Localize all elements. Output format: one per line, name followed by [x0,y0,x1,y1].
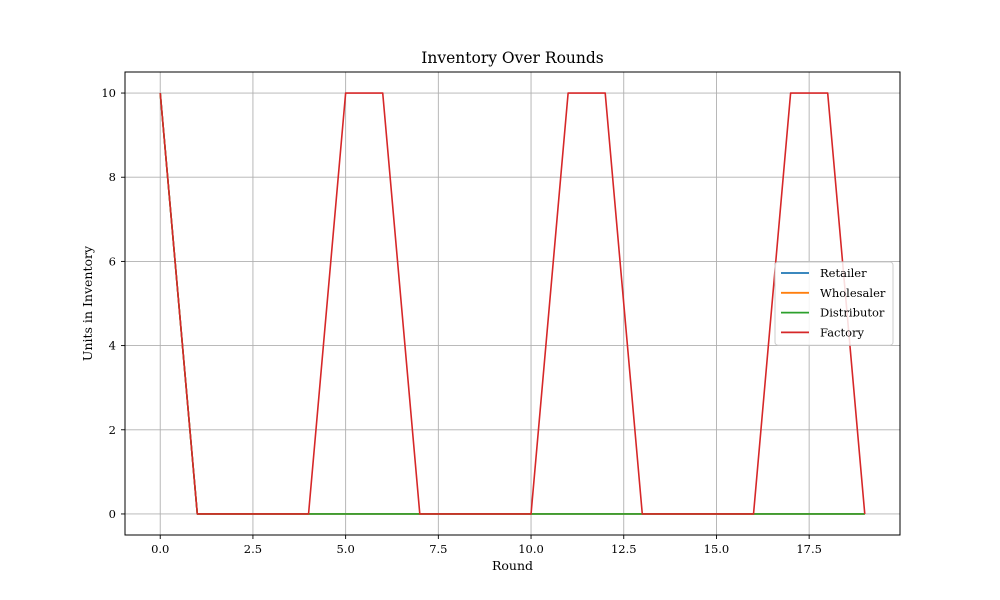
x-tick-label: 15.0 [704,542,730,556]
series-lines [159,92,866,515]
y-tick-label: 10 [101,86,116,100]
y-tick-label: 6 [109,254,116,268]
axis-ticks: 0.0 2.5 5.0 7.5 10.0 12.5 15.0 17.5 0 2 4 6 8 10 [101,86,822,556]
y-tick-label: 2 [109,423,116,437]
y-tick-label: 4 [109,339,116,353]
x-tick-label: 0.0 [151,542,169,556]
y-tick-label: 0 [109,507,116,521]
x-tick-label: 12.5 [611,542,637,556]
x-tick-label: 17.5 [796,542,822,556]
legend-box [774,261,894,346]
legend-label: Distributor [820,306,885,320]
legend: Retailer Wholesaler Distributor Factory [774,261,894,346]
x-axis-label: Round [492,558,533,573]
x-tick-label: 2.5 [244,542,262,556]
plot-frame [124,71,901,536]
legend-label: Retailer [820,266,867,280]
legend-label: Wholesaler [820,286,886,300]
legend-label: Factory [820,325,865,339]
y-axis-label: Units in Inventory [80,245,95,361]
y-tick-label: 8 [109,170,116,184]
x-tick-label: 10.0 [518,542,544,556]
x-tick-label: 5.0 [336,542,354,556]
series-line-factory [159,92,866,515]
x-tick-label: 7.5 [429,542,447,556]
chart-title: Inventory Over Rounds [421,49,604,67]
